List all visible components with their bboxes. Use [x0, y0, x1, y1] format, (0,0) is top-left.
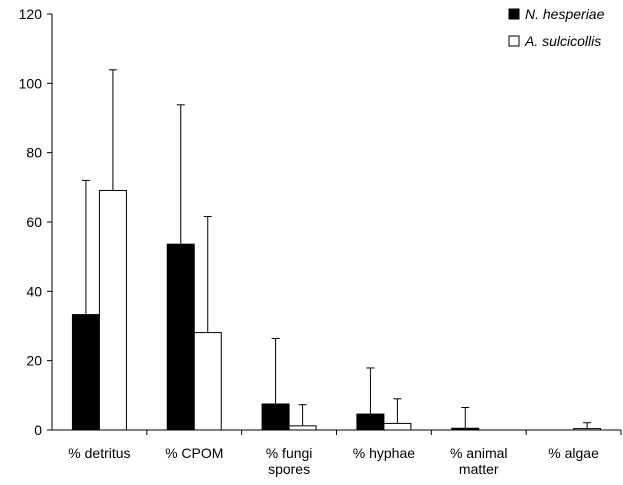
- y-tick-label: 80: [26, 145, 42, 161]
- bar-series-1: [261, 403, 290, 431]
- x-category-label: % algae: [548, 445, 599, 461]
- legend: N. hesperiae A. sulcicollis: [508, 6, 605, 49]
- bar-series-2: [288, 425, 317, 431]
- bar-series-1: [356, 413, 385, 431]
- legend-swatch: [508, 8, 520, 20]
- y-tick-label: 120: [19, 6, 43, 22]
- bar-series-2: [383, 422, 412, 431]
- legend-label: A. sulcicollis: [524, 33, 601, 49]
- y-tick-label: 20: [26, 353, 42, 369]
- x-category-label: % detritus: [68, 445, 130, 461]
- y-axis: 0 20 40 60 80 100 120: [19, 6, 53, 438]
- error-bars: [81, 69, 592, 429]
- bar-series-1: [451, 427, 480, 431]
- y-tick-label: 100: [19, 75, 43, 91]
- x-category-label: % CPOM: [165, 445, 223, 461]
- x-category-label: % fungi: [266, 445, 313, 461]
- x-category-label: % animal: [450, 445, 508, 461]
- bar-series-2: [98, 189, 127, 431]
- x-category-label: % hyphae: [353, 445, 415, 461]
- legend-swatch: [508, 35, 520, 47]
- legend-label: N. hesperiae: [525, 6, 605, 22]
- x-category-label: matter: [459, 461, 499, 477]
- bar-series-2: [573, 428, 602, 431]
- y-tick-label: 0: [34, 422, 42, 438]
- bars: [71, 189, 602, 431]
- y-tick-label: 60: [26, 214, 42, 230]
- bar-series-1: [71, 314, 100, 431]
- bar-series-2: [193, 332, 222, 431]
- bar-series-1: [166, 243, 195, 431]
- x-category-label: spores: [268, 461, 310, 477]
- y-tick-label: 40: [26, 283, 42, 299]
